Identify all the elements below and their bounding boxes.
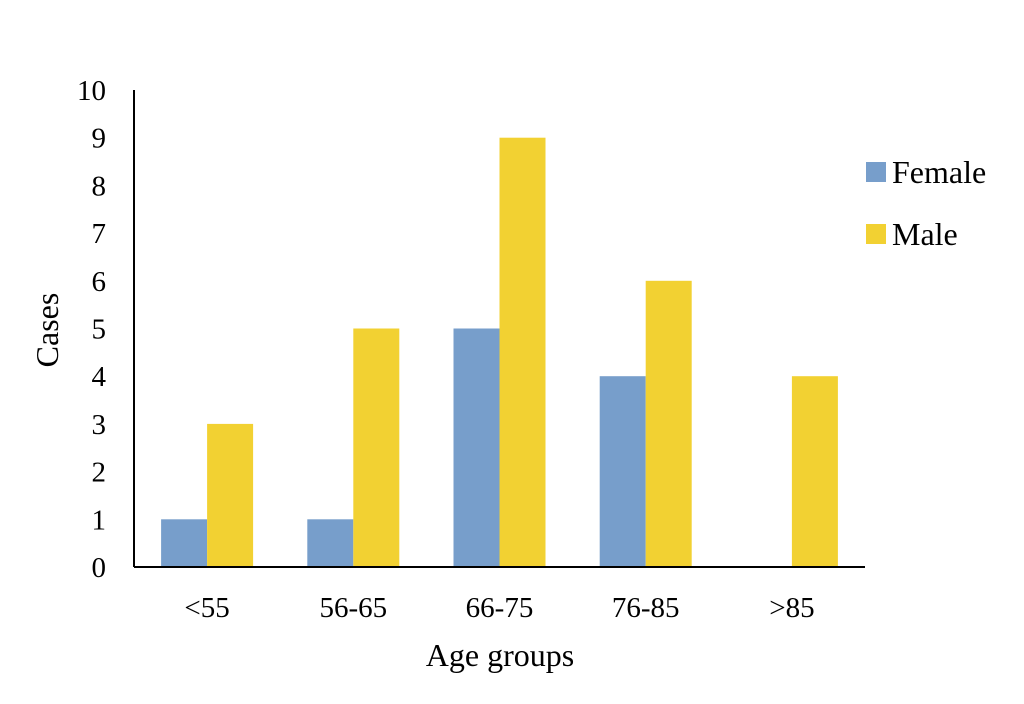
legend: Female Male: [866, 154, 986, 252]
x-tick-label: 66-75: [466, 592, 534, 624]
x-tick-label: <55: [184, 592, 229, 624]
legend-label-female: Female: [892, 154, 986, 190]
y-tick-labels: 0 1 2 3 4 5 6 7 8 9 10: [77, 75, 107, 584]
y-tick-label: 4: [92, 361, 107, 393]
bar-female-2: [453, 328, 500, 567]
bars-group: [161, 137, 838, 567]
bar-male-0: [207, 423, 254, 567]
y-axis-title: Cases: [29, 293, 65, 368]
bar-male-4: [791, 376, 838, 567]
bar-male-3: [645, 280, 692, 567]
x-tick-label: 76-85: [612, 592, 680, 624]
bar-female-0: [161, 519, 208, 567]
y-tick-label: 3: [92, 409, 107, 441]
x-tick-label: >85: [769, 592, 814, 624]
y-tick-label: 5: [92, 314, 107, 346]
bar-male-2: [499, 137, 546, 567]
bar-female-3: [599, 376, 646, 567]
bar-male-1: [353, 328, 400, 567]
legend-label-male: Male: [892, 216, 958, 252]
y-tick-label: 6: [92, 266, 107, 298]
x-axis-title: Age groups: [426, 637, 574, 673]
y-tick-label: 2: [92, 457, 107, 489]
x-tick-labels: <55 56-65 66-75 76-85 >85: [184, 592, 814, 624]
y-tick-label: 8: [92, 170, 107, 202]
legend-swatch-female: [866, 162, 886, 182]
y-tick-label: 0: [92, 552, 107, 584]
legend-swatch-male: [866, 224, 886, 244]
x-tick-label: 56-65: [319, 592, 387, 624]
y-tick-label: 7: [92, 218, 107, 250]
bar-female-1: [307, 519, 354, 567]
y-tick-label: 10: [77, 75, 106, 107]
y-tick-label: 9: [92, 123, 107, 155]
y-tick-label: 1: [92, 504, 107, 536]
